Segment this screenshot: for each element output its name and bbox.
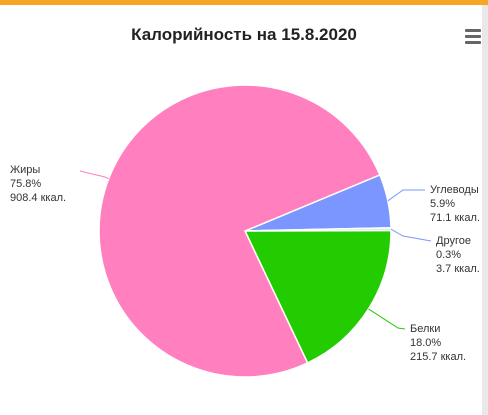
slice-label-kcal: 71.1 ккал.	[430, 212, 480, 224]
slice-label-kcal: 908.4 ккал.	[10, 192, 66, 204]
hamburger-menu-icon[interactable]	[464, 29, 482, 47]
slice-label-kcal: 215.7 ккал.	[410, 351, 466, 363]
slice-label-percent: 5.9%	[430, 198, 455, 210]
slice-label-percent: 75.8%	[10, 178, 41, 190]
slice-label-kcal: 3.7 ккал.	[436, 263, 480, 275]
slice-connector-3	[368, 308, 406, 330]
top-accent-bar	[0, 0, 488, 5]
chart-title: Калорийность на 15.8.2020	[131, 25, 357, 44]
slice-label-name: Углеводы	[430, 184, 479, 196]
slice-label-name: Другое	[436, 235, 471, 247]
pie-slice-3[interactable]	[243, 229, 392, 364]
slice-connector-1	[387, 189, 425, 202]
slice-label-percent: 0.3%	[436, 249, 461, 261]
slice-label-name: Белки	[410, 323, 440, 335]
slice-connector-2	[390, 228, 432, 242]
pie-slice-4[interactable]	[98, 84, 381, 378]
slice-label-percent: 18.0%	[410, 337, 441, 349]
right-edge-bar	[482, 5, 488, 415]
slice-connector-4	[79, 170, 109, 180]
slice-label-name: Жиры	[10, 164, 40, 176]
